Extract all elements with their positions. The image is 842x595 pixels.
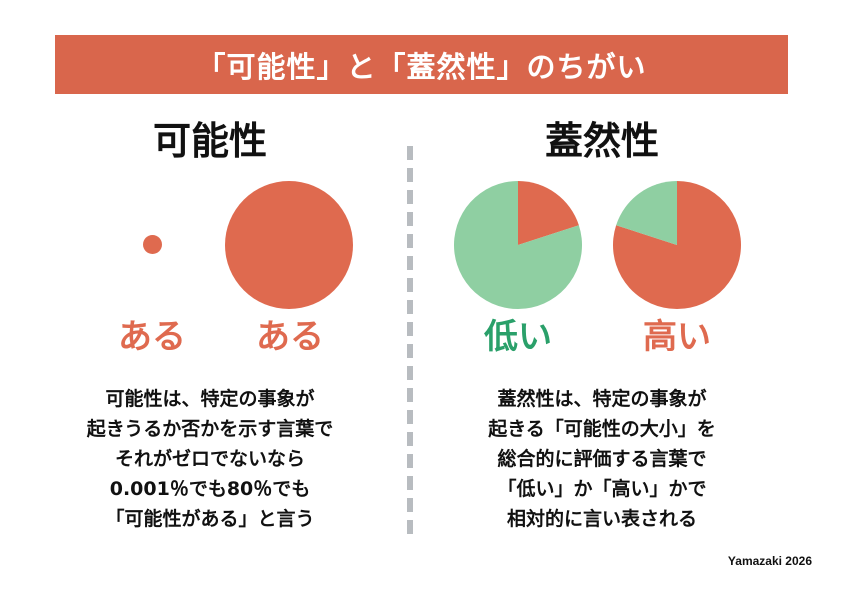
page-title: 「可能性」と「蓋然性」のちがい — [196, 49, 647, 84]
description-line: 「可能性がある」と言う — [105, 508, 315, 530]
heading-probability: 蓋然性 — [544, 119, 659, 163]
description-line: 起きうるか否かを示す言葉で — [86, 418, 334, 440]
description-line: 可能性は、特定の事象が — [105, 388, 315, 410]
pie-slice-1 — [616, 181, 677, 245]
label-high: 高い — [643, 317, 711, 357]
heading-possibility: 可能性 — [152, 119, 267, 163]
credit-text: Yamazaki 2026 — [727, 554, 812, 568]
label-exists-large: ある — [256, 317, 324, 357]
label-exists-small: ある — [118, 317, 186, 357]
description-line: それがゼロでないなら — [114, 448, 305, 470]
pie-chart-high — [613, 181, 741, 309]
label-low: 低い — [484, 317, 552, 357]
pie-slice-1 — [454, 181, 582, 309]
large-circle — [225, 181, 353, 309]
pie-chart-low — [454, 181, 582, 309]
description-line: 蓋然性は、特定の事象が — [497, 388, 707, 410]
description-line: 相対的に言い表される — [506, 508, 697, 530]
description-probability: 蓋然性は、特定の事象が 起きる「可能性の大小」を 総合的に評価する言葉で 「低い… — [432, 384, 772, 534]
small-circle — [143, 235, 162, 254]
dashed-divider — [407, 146, 413, 540]
description-line: 「低い」か「高い」かで — [497, 478, 707, 500]
description-line: 0.001％でも80％でも — [109, 478, 311, 500]
description-line: 総合的に評価する言葉で — [497, 448, 707, 470]
pie-slice-0 — [518, 181, 579, 245]
description-possibility: 可能性は、特定の事象が 起きうるか否かを示す言葉で それがゼロでないなら 0.0… — [40, 384, 380, 534]
description-line: 起きる「可能性の大小」を — [488, 418, 716, 440]
title-banner: 「可能性」と「蓋然性」のちがい — [55, 35, 788, 94]
